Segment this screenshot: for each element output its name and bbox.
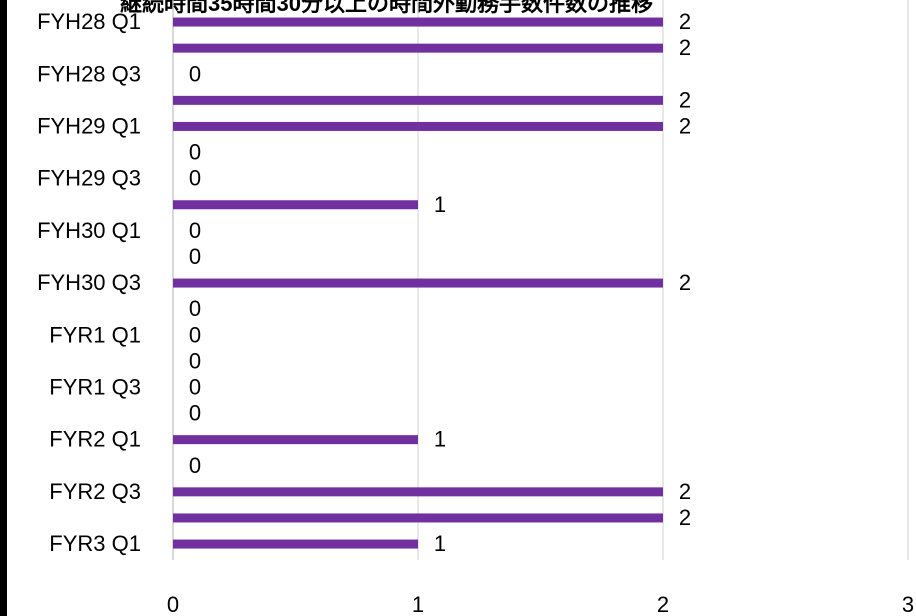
data-label: 2 (679, 505, 691, 530)
category-label: FYR3 Q1 (49, 531, 141, 556)
bar (173, 539, 418, 549)
x-tick-label: 1 (412, 592, 424, 616)
category-label: FYR2 Q3 (49, 479, 141, 504)
data-label: 1 (434, 531, 446, 556)
category-label: FYR1 Q3 (49, 374, 141, 399)
bar (173, 435, 418, 445)
bar (173, 95, 663, 105)
category-label: FYR1 Q1 (49, 322, 141, 347)
data-label: 2 (679, 9, 691, 34)
category-label: FYH30 Q1 (37, 218, 141, 243)
bar (173, 513, 663, 523)
data-label: 0 (189, 401, 201, 426)
chart-title: 継続時間35時間30分以上の時間外勤務手数件数の推移 (120, 0, 653, 16)
data-label: 2 (679, 479, 691, 504)
category-label: FYH28 Q1 (37, 9, 141, 34)
x-tick-label: 3 (902, 592, 914, 616)
data-label: 0 (189, 322, 201, 347)
bar (173, 200, 418, 210)
category-label: FYH29 Q1 (37, 113, 141, 138)
bar (173, 17, 663, 27)
left-edge (0, 0, 7, 616)
data-label: 0 (189, 296, 201, 321)
data-label: 0 (189, 166, 201, 191)
bar (173, 487, 663, 497)
data-label: 0 (189, 218, 201, 243)
x-tick-label: 2 (657, 592, 669, 616)
data-label: 2 (679, 87, 691, 112)
data-label: 0 (189, 140, 201, 165)
category-label: FYH29 Q3 (37, 166, 141, 191)
data-label: 1 (434, 192, 446, 217)
category-label: FYH28 Q3 (37, 61, 141, 86)
data-label: 0 (189, 348, 201, 373)
data-label: 2 (679, 35, 691, 60)
x-tick-label: 0 (167, 592, 179, 616)
data-label: 0 (189, 61, 201, 86)
data-label: 0 (189, 374, 201, 399)
data-label: 2 (679, 270, 691, 295)
data-label: 0 (189, 453, 201, 478)
category-label: FYR2 Q1 (49, 427, 141, 452)
category-label: FYH30 Q3 (37, 270, 141, 295)
data-label: 0 (189, 244, 201, 269)
bar (173, 43, 663, 53)
bar (173, 278, 663, 288)
data-label: 2 (679, 113, 691, 138)
bar (173, 121, 663, 131)
data-label: 1 (434, 427, 446, 452)
